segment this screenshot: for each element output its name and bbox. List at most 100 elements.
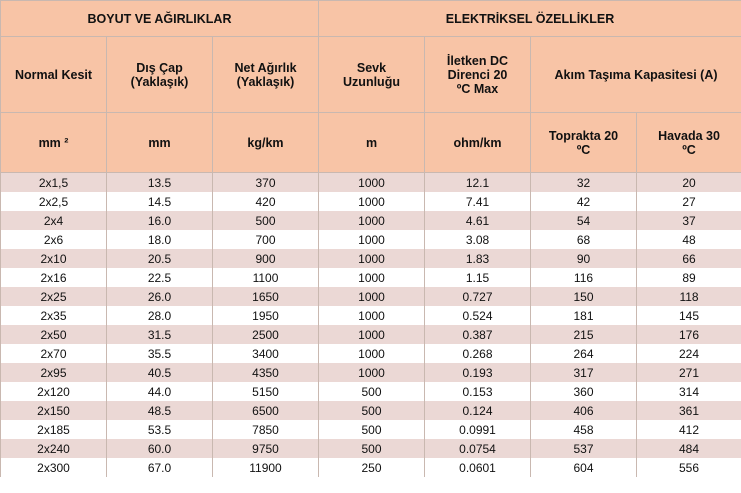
- table-cell: 9750: [212, 439, 319, 458]
- table-cell: 176: [635, 325, 741, 344]
- table-row: 2x50 31.5 2500 1000 0.387 215 176: [0, 325, 741, 344]
- table-cell: 2x35: [0, 306, 107, 325]
- table-cell: 264: [530, 344, 637, 363]
- unit-header: ohm/km: [424, 112, 531, 173]
- table-cell: 48.5: [106, 401, 213, 420]
- table-cell: 5150: [212, 382, 319, 401]
- unit-header: Havada 30 ºC: [635, 112, 741, 173]
- table-cell: 2x150: [0, 401, 107, 420]
- table-cell: 0.524: [424, 306, 531, 325]
- table-cell: 1000: [318, 363, 425, 382]
- column-header: İletken DC Direnci 20 ºC Max: [424, 36, 531, 113]
- table-cell: 1000: [318, 268, 425, 287]
- table-cell: 181: [530, 306, 637, 325]
- table-cell: 60.0: [106, 439, 213, 458]
- table-cell: 150: [530, 287, 637, 306]
- table-cell: 22.5: [106, 268, 213, 287]
- table-cell: 4.61: [424, 211, 531, 230]
- group-row: BOYUT VE AĞIRLIKLAR ELEKTRİKSEL ÖZELLİKL…: [0, 0, 741, 37]
- table-cell: 2x4: [0, 211, 107, 230]
- unit-header: mm: [106, 112, 213, 173]
- table-cell: 90: [530, 249, 637, 268]
- table-row: 2x10 20.5 900 1000 1.83 90 66: [0, 249, 741, 268]
- table-cell: 215: [530, 325, 637, 344]
- table-cell: 0.0754: [424, 439, 531, 458]
- table-cell: 2x25: [0, 287, 107, 306]
- table-cell: 1000: [318, 192, 425, 211]
- table-row: 2x95 40.5 4350 1000 0.193 317 271: [0, 363, 741, 382]
- table-cell: 0.727: [424, 287, 531, 306]
- table-cell: 3.08: [424, 230, 531, 249]
- table-cell: 118: [635, 287, 741, 306]
- table-cell: 0.0601: [424, 458, 531, 477]
- table-cell: 7850: [212, 420, 319, 439]
- table-cell: 26.0: [106, 287, 213, 306]
- table-cell: 1100: [212, 268, 319, 287]
- table-cell: 900: [212, 249, 319, 268]
- table-row: 2x16 22.5 1100 1000 1.15 116 89: [0, 268, 741, 287]
- table-cell: 1650: [212, 287, 319, 306]
- table-cell: 250: [318, 458, 425, 477]
- table-row: 2x300 67.0 11900 250 0.0601 604 556: [0, 458, 741, 477]
- table-cell: 68: [530, 230, 637, 249]
- unit-header: Toprakta 20 ºC: [530, 112, 637, 173]
- table-cell: 40.5: [106, 363, 213, 382]
- table-cell: 412: [635, 420, 741, 439]
- table-cell: 16.0: [106, 211, 213, 230]
- table-cell: 500: [318, 401, 425, 420]
- table-cell: 20: [635, 172, 741, 192]
- table-cell: 48: [635, 230, 741, 249]
- table-cell: 1950: [212, 306, 319, 325]
- table-row: 2x35 28.0 1950 1000 0.524 181 145: [0, 306, 741, 325]
- table-cell: 224: [635, 344, 741, 363]
- table-cell: 2x6: [0, 230, 107, 249]
- table-row: 2x6 18.0 700 1000 3.08 68 48: [0, 230, 741, 249]
- table-row: 2x120 44.0 5150 500 0.153 360 314: [0, 382, 741, 401]
- table-row: 2x2,5 14.5 420 1000 7.41 42 27: [0, 192, 741, 211]
- table-cell: 370: [212, 172, 319, 192]
- table-cell: 500: [212, 211, 319, 230]
- table-cell: 1000: [318, 230, 425, 249]
- table-cell: 1000: [318, 306, 425, 325]
- unit-header: kg/km: [212, 112, 319, 173]
- table-cell: 0.0991: [424, 420, 531, 439]
- table-cell: 67.0: [106, 458, 213, 477]
- table-cell: 14.5: [106, 192, 213, 211]
- table-cell: 37: [635, 211, 741, 230]
- table-row: 2x185 53.5 7850 500 0.0991 458 412: [0, 420, 741, 439]
- unit-header: m: [318, 112, 425, 173]
- table-cell: 1.83: [424, 249, 531, 268]
- table-cell: 145: [635, 306, 741, 325]
- table-cell: 13.5: [106, 172, 213, 192]
- table-cell: 12.1: [424, 172, 531, 192]
- table-cell: 6500: [212, 401, 319, 420]
- table-row: 2x1,5 13.5 370 1000 12.1 32 20: [0, 172, 741, 192]
- column-header: Dış Çap (Yaklaşık): [106, 36, 213, 113]
- table-cell: 2x240: [0, 439, 107, 458]
- table-cell: 0.153: [424, 382, 531, 401]
- column-header: Net Ağırlık (Yaklaşık): [212, 36, 319, 113]
- table-cell: 406: [530, 401, 637, 420]
- table-cell: 1.15: [424, 268, 531, 287]
- table-cell: 0.124: [424, 401, 531, 420]
- table-cell: 317: [530, 363, 637, 382]
- table-cell: 66: [635, 249, 741, 268]
- table-row: 2x4 16.0 500 1000 4.61 54 37: [0, 211, 741, 230]
- table-cell: 458: [530, 420, 637, 439]
- table-cell: 116: [530, 268, 637, 287]
- table-cell: 32: [530, 172, 637, 192]
- table-cell: 2500: [212, 325, 319, 344]
- table-cell: 0.193: [424, 363, 531, 382]
- table-cell: 2x50: [0, 325, 107, 344]
- table-cell: 1000: [318, 211, 425, 230]
- table-cell: 7.41: [424, 192, 531, 211]
- table-cell: 556: [635, 458, 741, 477]
- group-header: BOYUT VE AĞIRLIKLAR: [0, 0, 319, 37]
- table-cell: 2x95: [0, 363, 107, 382]
- table-cell: 361: [635, 401, 741, 420]
- table-cell: 28.0: [106, 306, 213, 325]
- group-header: ELEKTRİKSEL ÖZELLİKLER: [317, 0, 741, 37]
- cable-table: BOYUT VE AĞIRLIKLAR ELEKTRİKSEL ÖZELLİKL…: [0, 0, 741, 477]
- table-cell: 3400: [212, 344, 319, 363]
